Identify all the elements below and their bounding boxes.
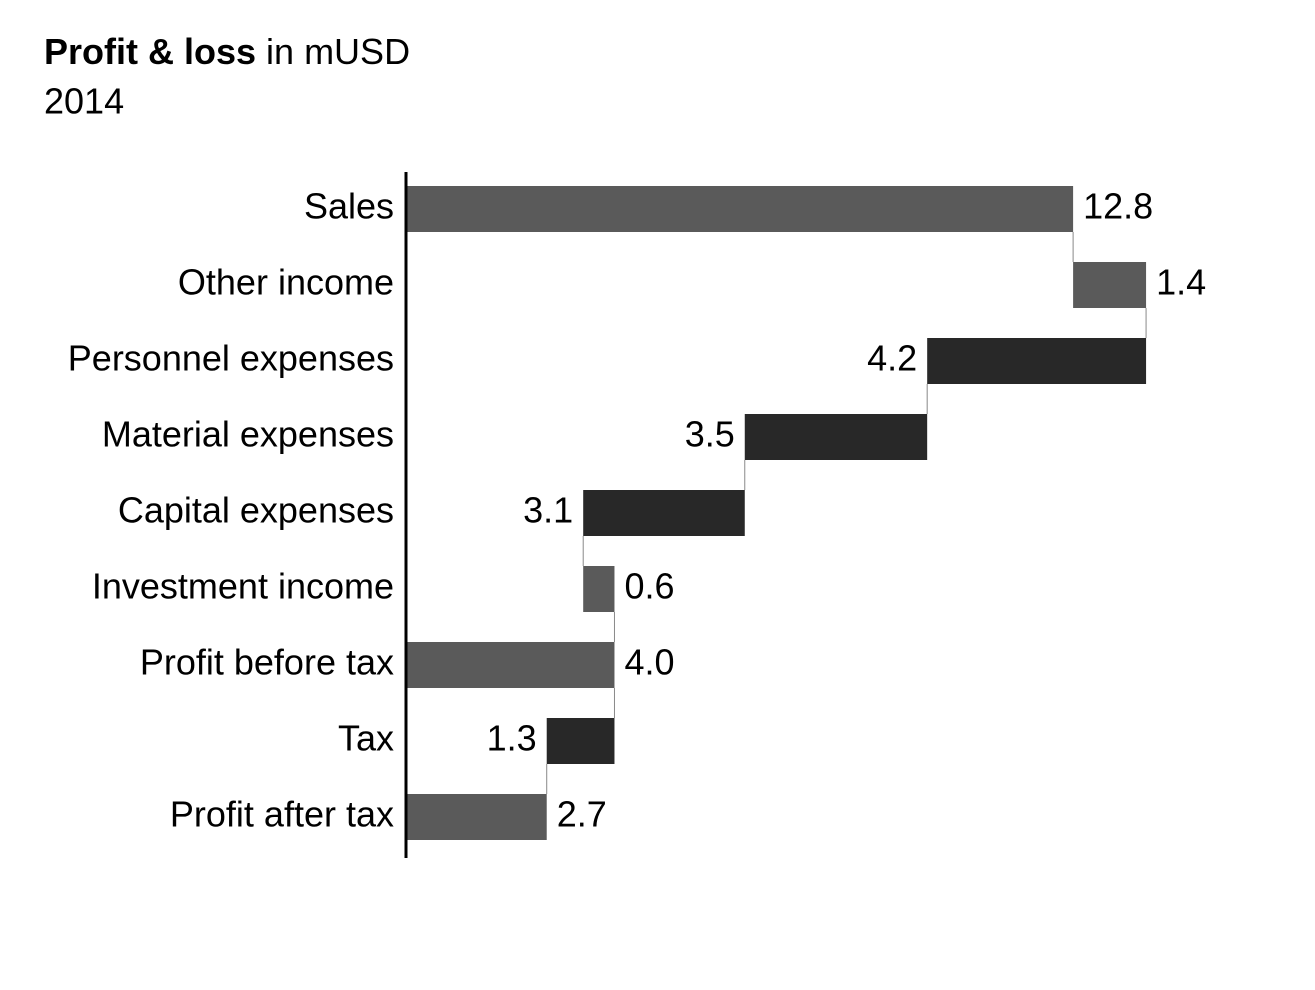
value-label: 4.0 — [624, 642, 674, 683]
category-label: Material expenses — [102, 414, 394, 455]
category-label: Personnel expenses — [68, 338, 394, 379]
bar — [583, 566, 615, 612]
category-label: Profit before tax — [140, 642, 394, 683]
title-bold: Profit & loss — [44, 31, 256, 72]
value-label: 3.5 — [685, 414, 735, 455]
category-label: Capital expenses — [118, 490, 394, 531]
bar — [583, 490, 745, 536]
bar — [927, 338, 1147, 384]
value-label: 1.4 — [1156, 262, 1206, 303]
title-unit: in mUSD — [266, 31, 410, 72]
bar — [406, 186, 1074, 232]
bar — [406, 794, 547, 840]
value-label: 1.3 — [487, 718, 537, 759]
category-label: Investment income — [92, 566, 394, 607]
bar — [406, 642, 615, 688]
bar — [744, 414, 928, 460]
subtitle: 2014 — [44, 81, 124, 122]
value-label: 12.8 — [1083, 186, 1153, 227]
category-label: Sales — [304, 186, 394, 227]
chart-title: Profit & loss in mUSD — [44, 31, 410, 72]
category-label: Other income — [178, 262, 394, 303]
bar — [546, 718, 615, 764]
bar — [1073, 262, 1147, 308]
value-label: 2.7 — [557, 794, 607, 835]
category-label: Profit after tax — [170, 794, 394, 835]
value-label: 3.1 — [523, 490, 573, 531]
value-label: 0.6 — [624, 566, 674, 607]
value-label: 4.2 — [867, 338, 917, 379]
category-label: Tax — [338, 718, 394, 759]
